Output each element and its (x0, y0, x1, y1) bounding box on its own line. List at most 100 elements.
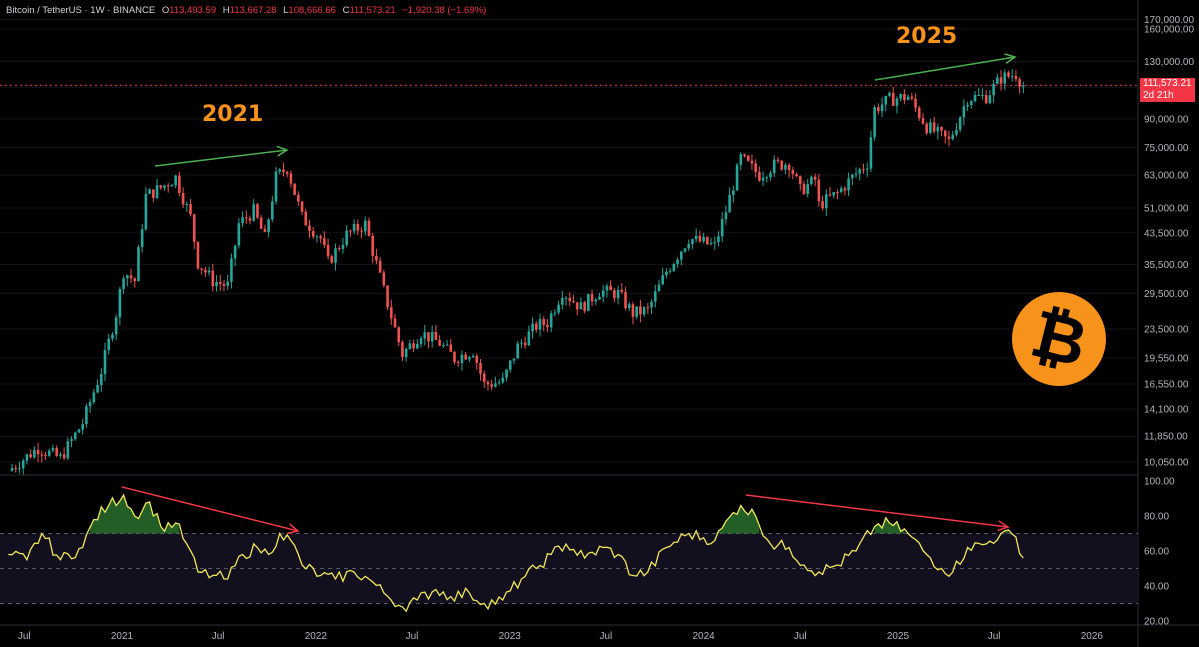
candle-body (192, 214, 196, 242)
candle-body (278, 169, 282, 172)
candle-body (765, 177, 769, 179)
candlestick-series (10, 69, 1025, 475)
candle-body (453, 351, 456, 362)
candle-body (18, 468, 21, 470)
rsi-axis[interactable]: 100.00 80.00 60.00 40.00 20.00 (1144, 477, 1175, 628)
candle-body (55, 448, 58, 456)
candle-body (337, 248, 341, 250)
price-axis[interactable]: 170,000.00160,000.00130,000.00110,000.00… (1144, 15, 1194, 468)
candle-body (877, 107, 880, 112)
candle-body (750, 160, 754, 164)
candle-body (549, 313, 553, 328)
candle-body (653, 291, 657, 302)
candle-body (575, 302, 579, 310)
candle-body (962, 106, 966, 118)
candle-body (754, 163, 757, 172)
candle-body (631, 304, 635, 317)
bitcoin-logo-icon: ₿ (1012, 292, 1106, 386)
candle-body (166, 185, 170, 187)
candle-body (66, 441, 70, 459)
candle-body (728, 194, 731, 213)
symbol-label[interactable]: Bitcoin / TetherUS · 1W · BINANCE (6, 5, 156, 16)
candle-body (832, 192, 836, 196)
candle-body (821, 201, 824, 209)
candle-body (668, 270, 672, 272)
time-tick-label: Jul (988, 631, 1001, 642)
candle-body (590, 293, 594, 302)
candle-body (144, 193, 148, 230)
candle-body (482, 373, 486, 383)
candle-body (375, 255, 378, 261)
candle-body (107, 338, 111, 350)
candle-body (865, 168, 869, 170)
candle-body (947, 136, 951, 139)
candle-body (951, 134, 955, 139)
candle-body (988, 95, 992, 104)
candle-body (218, 282, 222, 284)
candle-body (691, 239, 694, 245)
candle-body (393, 318, 397, 328)
candle-body (587, 293, 590, 312)
time-tick-label: 2022 (305, 631, 328, 642)
candle-body (676, 259, 679, 264)
candle-body (732, 190, 735, 195)
candle-body (297, 194, 300, 202)
candle-body (356, 223, 360, 231)
time-tick-label: 2021 (111, 631, 134, 642)
candle-body (497, 382, 501, 384)
candle-body (512, 358, 516, 361)
candle-body (10, 468, 14, 471)
price-tick-label: 23,500.00 (1144, 325, 1189, 336)
candle-body (516, 343, 520, 359)
candle-body (111, 334, 114, 339)
candle-body (423, 332, 427, 339)
candle-body (345, 230, 348, 246)
bullish-arrow-2025 (874, 56, 1016, 81)
rsi-tick-label: 80.00 (1144, 512, 1169, 523)
candle-body (200, 268, 203, 270)
candle-body (416, 343, 419, 349)
candle-body (185, 204, 189, 206)
candle-body (334, 248, 337, 263)
candle-body (479, 363, 482, 374)
candle-body (126, 275, 129, 279)
candle-body (308, 225, 311, 232)
bullish-arrow-2025-head (1004, 53, 1017, 64)
rsi-bands (0, 533, 1138, 604)
candle-body (787, 164, 791, 171)
candle-body (241, 217, 244, 224)
candle-body (274, 171, 278, 202)
candle-body (683, 248, 687, 252)
last-price-value: 111,573.21 (1143, 78, 1192, 89)
candle-body (553, 312, 557, 314)
candle-body (77, 429, 81, 433)
candle-body (140, 229, 144, 248)
candle-body (326, 244, 330, 257)
time-tick-label: Jul (18, 631, 31, 642)
time-axis[interactable]: Jul 2021 Jul 2022 Jul 2023 Jul 2024 Jul 2025 Jul 20… (18, 631, 1104, 642)
candle-body (304, 211, 308, 226)
candle-body (561, 298, 564, 305)
candle-body (25, 454, 29, 461)
price-tick-label: 10,050.00 (1144, 458, 1189, 469)
candle-body (966, 104, 969, 107)
candle-body (620, 289, 624, 293)
candle-body (910, 96, 914, 99)
candle-body (401, 342, 404, 358)
candle-body (609, 285, 612, 291)
candle-body (984, 94, 988, 104)
candle-body (616, 289, 620, 299)
candle-body (929, 122, 932, 133)
time-tick-label: Jul (794, 631, 807, 642)
rsi-tick-label: 100.00 (1144, 477, 1175, 488)
candle-body (244, 217, 248, 219)
bullish-arrow-2021 (154, 149, 288, 167)
candle-body (311, 231, 315, 237)
candle-body (635, 306, 638, 317)
candle-body (300, 201, 304, 212)
candle-body (259, 217, 263, 229)
price-tick-label: 29,500.00 (1144, 289, 1189, 300)
time-tick-label: 2024 (692, 631, 715, 642)
candle-body (977, 94, 981, 96)
